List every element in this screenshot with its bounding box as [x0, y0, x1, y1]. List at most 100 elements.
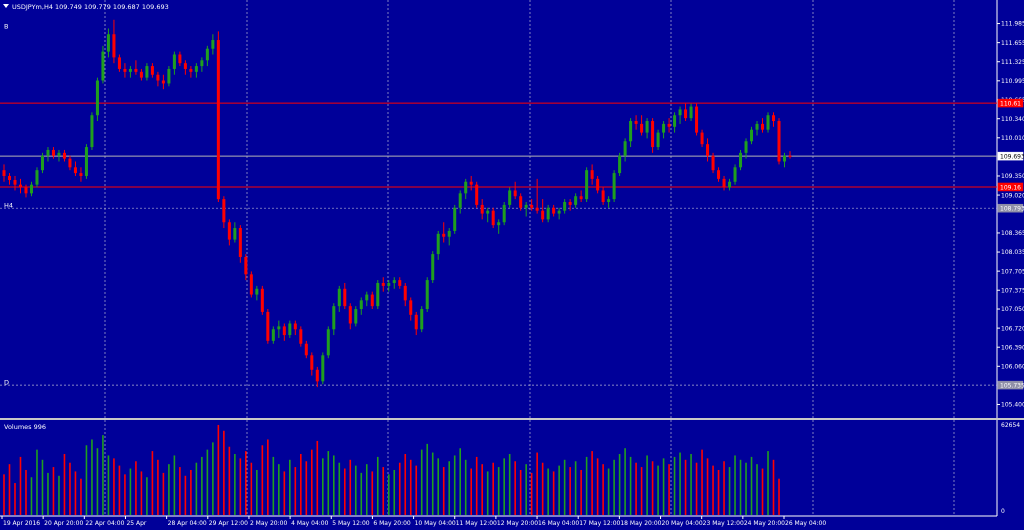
candle-body	[381, 282, 385, 286]
candle-body	[40, 155, 44, 171]
candle-body	[376, 282, 380, 307]
candle-body	[491, 210, 495, 226]
period-markers: B H4 D	[4, 23, 13, 387]
candle-body	[414, 314, 418, 330]
price-tick-label: 110.340	[1001, 116, 1024, 123]
candle-body	[365, 294, 369, 301]
candle-body	[172, 54, 176, 69]
candle-body	[420, 309, 424, 330]
time-tick-label: 25 Apr	[126, 520, 146, 527]
candle-body	[541, 210, 545, 220]
candle-body	[7, 175, 12, 181]
candle-body	[200, 60, 204, 67]
candle-body	[354, 309, 358, 324]
time-tick-label: 11 May 12:00	[456, 520, 497, 527]
period-marker-label: H4	[4, 201, 13, 209]
candle-body	[222, 199, 226, 223]
time-tick-label: 2 May 20:00	[250, 520, 288, 527]
price-tag-label: 108.793	[1000, 205, 1024, 212]
price-tags: 110.61 109.693 109.16 108.793 105.735	[997, 98, 1024, 390]
price-tick-label: 109.020	[1001, 192, 1024, 199]
price-tick-label: 111.325	[1001, 59, 1024, 66]
candle-body	[651, 121, 655, 148]
time-axis-background	[0, 516, 1024, 530]
candle-body	[777, 121, 781, 162]
candle-body	[618, 155, 622, 174]
candle-body	[667, 123, 671, 127]
candle-body	[552, 207, 556, 214]
candle-body	[574, 196, 578, 205]
candle-body	[370, 294, 374, 307]
candle-body	[57, 152, 61, 156]
price-tick-label: 106.060	[1001, 363, 1024, 370]
main-panel-background	[0, 0, 997, 418]
time-tick-label: 20 Apr 20:00	[44, 520, 83, 527]
candle-body	[211, 40, 215, 49]
candle-body	[634, 121, 638, 124]
candle-body	[755, 123, 759, 130]
candle-body	[612, 173, 616, 200]
candle-body	[524, 204, 528, 208]
candle-body	[771, 115, 776, 122]
candle-body	[315, 369, 319, 382]
candle-body	[106, 34, 110, 52]
candle-body	[216, 40, 220, 200]
candle-body	[480, 204, 484, 214]
candle-body	[150, 66, 154, 75]
time-tick-label: 6 May 20:00	[373, 520, 411, 527]
chart-menu-icon[interactable]	[3, 4, 9, 8]
candle-body	[706, 144, 710, 156]
candle-body	[359, 300, 363, 310]
candle-body	[277, 326, 281, 330]
candle-body	[596, 178, 600, 191]
candle-body	[728, 181, 732, 188]
candle-body	[18, 184, 23, 188]
candle-body	[744, 141, 748, 153]
candle-body	[656, 132, 660, 148]
price-tick-label: 108.035	[1001, 249, 1024, 256]
candle-body	[29, 184, 33, 194]
time-tick-label: 23 May 12:00	[703, 520, 744, 527]
candle-body	[662, 123, 666, 133]
price-tick-label: 107.705	[1001, 268, 1024, 275]
candle-body	[700, 132, 704, 145]
candle-body	[392, 280, 396, 283]
candle-body	[51, 149, 55, 156]
candle-body	[332, 306, 336, 330]
candle-body	[73, 167, 77, 174]
price-tick-label: 110.995	[1001, 78, 1024, 85]
candle-body	[183, 63, 187, 69]
candle-body	[717, 170, 721, 179]
price-tag-box	[997, 182, 1024, 192]
candle-body	[689, 106, 693, 119]
candle-body	[134, 68, 138, 72]
time-tick-label: 5 May 12:00	[332, 520, 370, 527]
time-tick-label: 29 Apr 12:00	[209, 520, 248, 527]
candle-body	[271, 329, 275, 341]
candle-body	[607, 199, 611, 203]
candle-body	[431, 254, 435, 281]
candle-body	[502, 204, 506, 223]
price-tag-box	[997, 380, 1024, 390]
candle-body	[326, 329, 330, 356]
candle-body	[167, 68, 171, 84]
candle-body	[321, 355, 325, 382]
candle-body	[282, 326, 286, 336]
candle-body	[458, 193, 462, 208]
candle-body	[299, 329, 303, 344]
time-tick-label: 18 May 20:00	[620, 520, 661, 527]
candle-body	[739, 152, 743, 168]
candle-body	[62, 152, 66, 159]
candle-body	[2, 170, 6, 176]
candle-body	[722, 178, 726, 188]
candle-body	[255, 288, 259, 295]
candle-body	[453, 207, 457, 231]
candle-body	[46, 149, 50, 156]
grid-lines	[104, 0, 955, 516]
candle-body	[673, 115, 677, 127]
time-tick-label: 19 Apr 2016	[3, 520, 40, 527]
candle-body	[35, 170, 39, 185]
candle-body	[508, 190, 512, 205]
candle-body	[585, 170, 589, 200]
